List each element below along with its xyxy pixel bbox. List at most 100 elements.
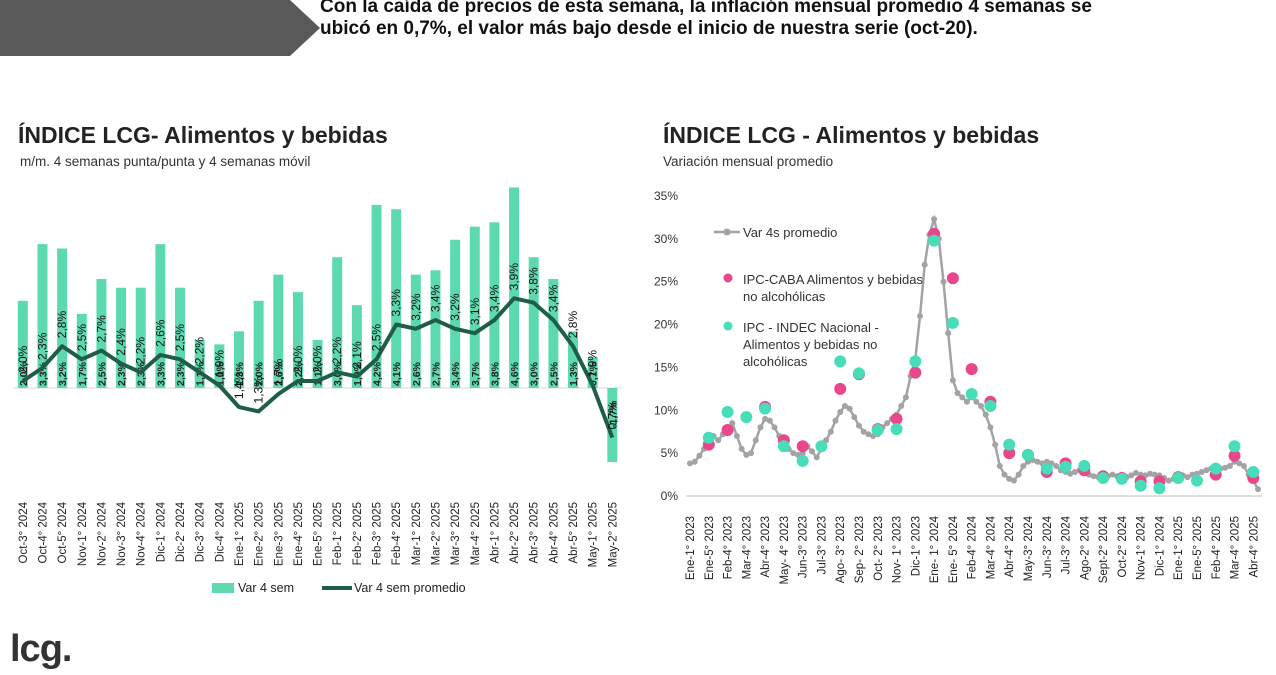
point-var-4s-promedio: [1255, 486, 1261, 493]
x-tick-label: Oct- 2° 2023: [873, 516, 885, 581]
point-ipc-indec: [796, 454, 809, 467]
x-tick-label: Feb-3° 2025: [372, 502, 384, 565]
x-tick-label: Abr-4° 2025: [1248, 516, 1260, 578]
point-var-4s-promedio: [748, 450, 755, 457]
point-var-4s-promedio: [959, 394, 966, 401]
legend-label-ipc-indec: IPC - INDEC Nacional - Alimentos y bebida…: [743, 320, 879, 369]
point-var-4s-promedio: [945, 330, 952, 337]
x-tick-label: Sept-2° 2024: [1098, 515, 1110, 583]
bar-value-label: 4,6%: [509, 361, 521, 386]
line-value-label: 3,9%: [507, 263, 521, 291]
point-var-4s-promedio: [855, 422, 862, 429]
x-tick-label: Feb-4° 2024: [967, 515, 979, 579]
line-value-label: 2,1%: [350, 341, 364, 369]
point-ipc-caba: [1003, 447, 1016, 460]
point-ipc-caba: [965, 363, 978, 376]
point-ipc-indec: [815, 440, 828, 453]
bar-var-4-sem: [312, 340, 323, 388]
point-var-4s-promedio: [1203, 467, 1210, 474]
line-value-label: 2,0%: [291, 345, 305, 373]
legend-label-var-4s-promedio: Var 4s promedio: [743, 225, 837, 240]
line-value-label: 3,2%: [448, 293, 462, 321]
headline: Con la caída de precios de esta semana, …: [320, 0, 1092, 39]
bar-value-label: 4,2%: [372, 361, 384, 386]
x-tick-label: Jul-3° 2023: [816, 516, 828, 574]
line-value-label: 3,4%: [546, 284, 560, 312]
x-tick-label: Feb-1° 2025: [332, 502, 344, 565]
x-tick-label: May- 4° 2023: [779, 516, 791, 585]
bar-value-label: 1,0%: [214, 361, 226, 386]
line-value-label: 3,8%: [527, 267, 541, 295]
y-tick-label: 5%: [661, 446, 679, 460]
bar-value-label: 1,7%: [77, 361, 89, 386]
point-ipc-caba: [909, 366, 922, 379]
point-var-4s-promedio: [949, 377, 956, 384]
point-var-4s-promedio: [729, 420, 736, 427]
x-tick-label: Abr-4° 2024: [1004, 515, 1016, 577]
x-tick-label: Dic-4° 2024: [214, 501, 226, 562]
line-value-label: 3,1%: [468, 297, 482, 325]
x-tick-label: Mar-4° 2025: [1230, 516, 1242, 579]
x-tick-label: Ago-2° 2024: [1079, 515, 1091, 580]
point-var-4s-promedio: [1090, 473, 1097, 480]
bar-var-4-sem: [351, 305, 362, 388]
line-value-label: 2,3%: [35, 332, 49, 360]
bar-var-4-sem: [233, 331, 244, 388]
x-tick-label: Abr-2° 2025: [509, 502, 521, 564]
point-var-4s-promedio: [691, 458, 698, 465]
point-var-4s-promedio: [1236, 460, 1243, 467]
point-var-4s-promedio: [837, 409, 844, 415]
point-var-4s-promedio: [1067, 470, 1074, 477]
point-var-4s-promedio: [978, 403, 985, 409]
bar-var-4-sem: [175, 287, 186, 388]
point-var-4s-promedio: [1132, 469, 1139, 476]
point-ipc-indec: [890, 423, 903, 436]
x-tick-label: Abr-4° 2023: [760, 516, 772, 578]
x-tick-label: Dic-1° 2024: [1154, 515, 1166, 576]
point-ipc-indec: [759, 402, 772, 415]
bar-value-label: 1,3%: [568, 361, 580, 386]
x-tick-label: Ene-5° 2025: [313, 502, 325, 566]
bar-var-4-sem: [253, 300, 264, 388]
bar-value-label: 2,5%: [548, 361, 560, 386]
bar-var-4-sem: [214, 344, 225, 388]
x-tick-label: Ago- 3° 2023: [835, 516, 847, 583]
point-var-4s-promedio: [766, 417, 773, 424]
x-tick-label: May-3° 2024: [1023, 515, 1035, 581]
legend-marker-ipc-indec: [723, 321, 733, 331]
bar-var-4-sem: [194, 340, 205, 388]
point-var-4s-promedio: [687, 460, 693, 467]
line-value-label: 2,6%: [153, 319, 167, 347]
bar-var-4-sem: [57, 248, 68, 388]
point-var-4s-promedio: [860, 428, 867, 435]
bar-var-4-sem: [509, 187, 520, 388]
point-ipc-indec: [1059, 460, 1072, 473]
legend-label-line: alcohólicas: [743, 354, 808, 369]
bar-var-4-sem: [332, 257, 343, 388]
x-tick-label: Feb-4° 2023: [723, 516, 735, 579]
point-var-4s-promedio: [1006, 475, 1013, 482]
y-tick-label: 0%: [661, 489, 679, 503]
point-var-4s-promedio: [987, 424, 994, 431]
point-ipc-indec: [834, 355, 847, 368]
point-var-4s-promedio: [1151, 471, 1158, 478]
point-var-4s-promedio: [982, 411, 989, 418]
bar-value-label: 3,8%: [489, 361, 501, 386]
point-var-4s-promedio: [1147, 470, 1154, 477]
line-value-label: 2,5%: [173, 324, 187, 352]
point-var-4s-promedio: [1020, 463, 1027, 469]
x-tick-label: Feb-2° 2025: [352, 502, 364, 565]
point-var-4s-promedio: [1165, 477, 1172, 484]
bar-var-4-sem: [292, 292, 303, 388]
x-tick-label: Oct-4° 2024: [37, 501, 49, 563]
point-var-4s-promedio: [1226, 463, 1233, 469]
point-ipc-caba: [890, 412, 903, 425]
lcg-logo: lcg.: [10, 628, 72, 670]
x-tick-label: Mar-2° 2025: [430, 502, 442, 565]
left-chart-subtitle: m/m. 4 semanas punta/punta y 4 semanas m…: [20, 154, 311, 169]
point-var-4s-promedio: [733, 433, 740, 439]
bar-var-4-sem: [587, 357, 598, 388]
bar-value-label: 2,6%: [273, 361, 285, 386]
bar-var-4-sem: [37, 244, 48, 388]
bar-var-4-sem: [391, 209, 402, 388]
